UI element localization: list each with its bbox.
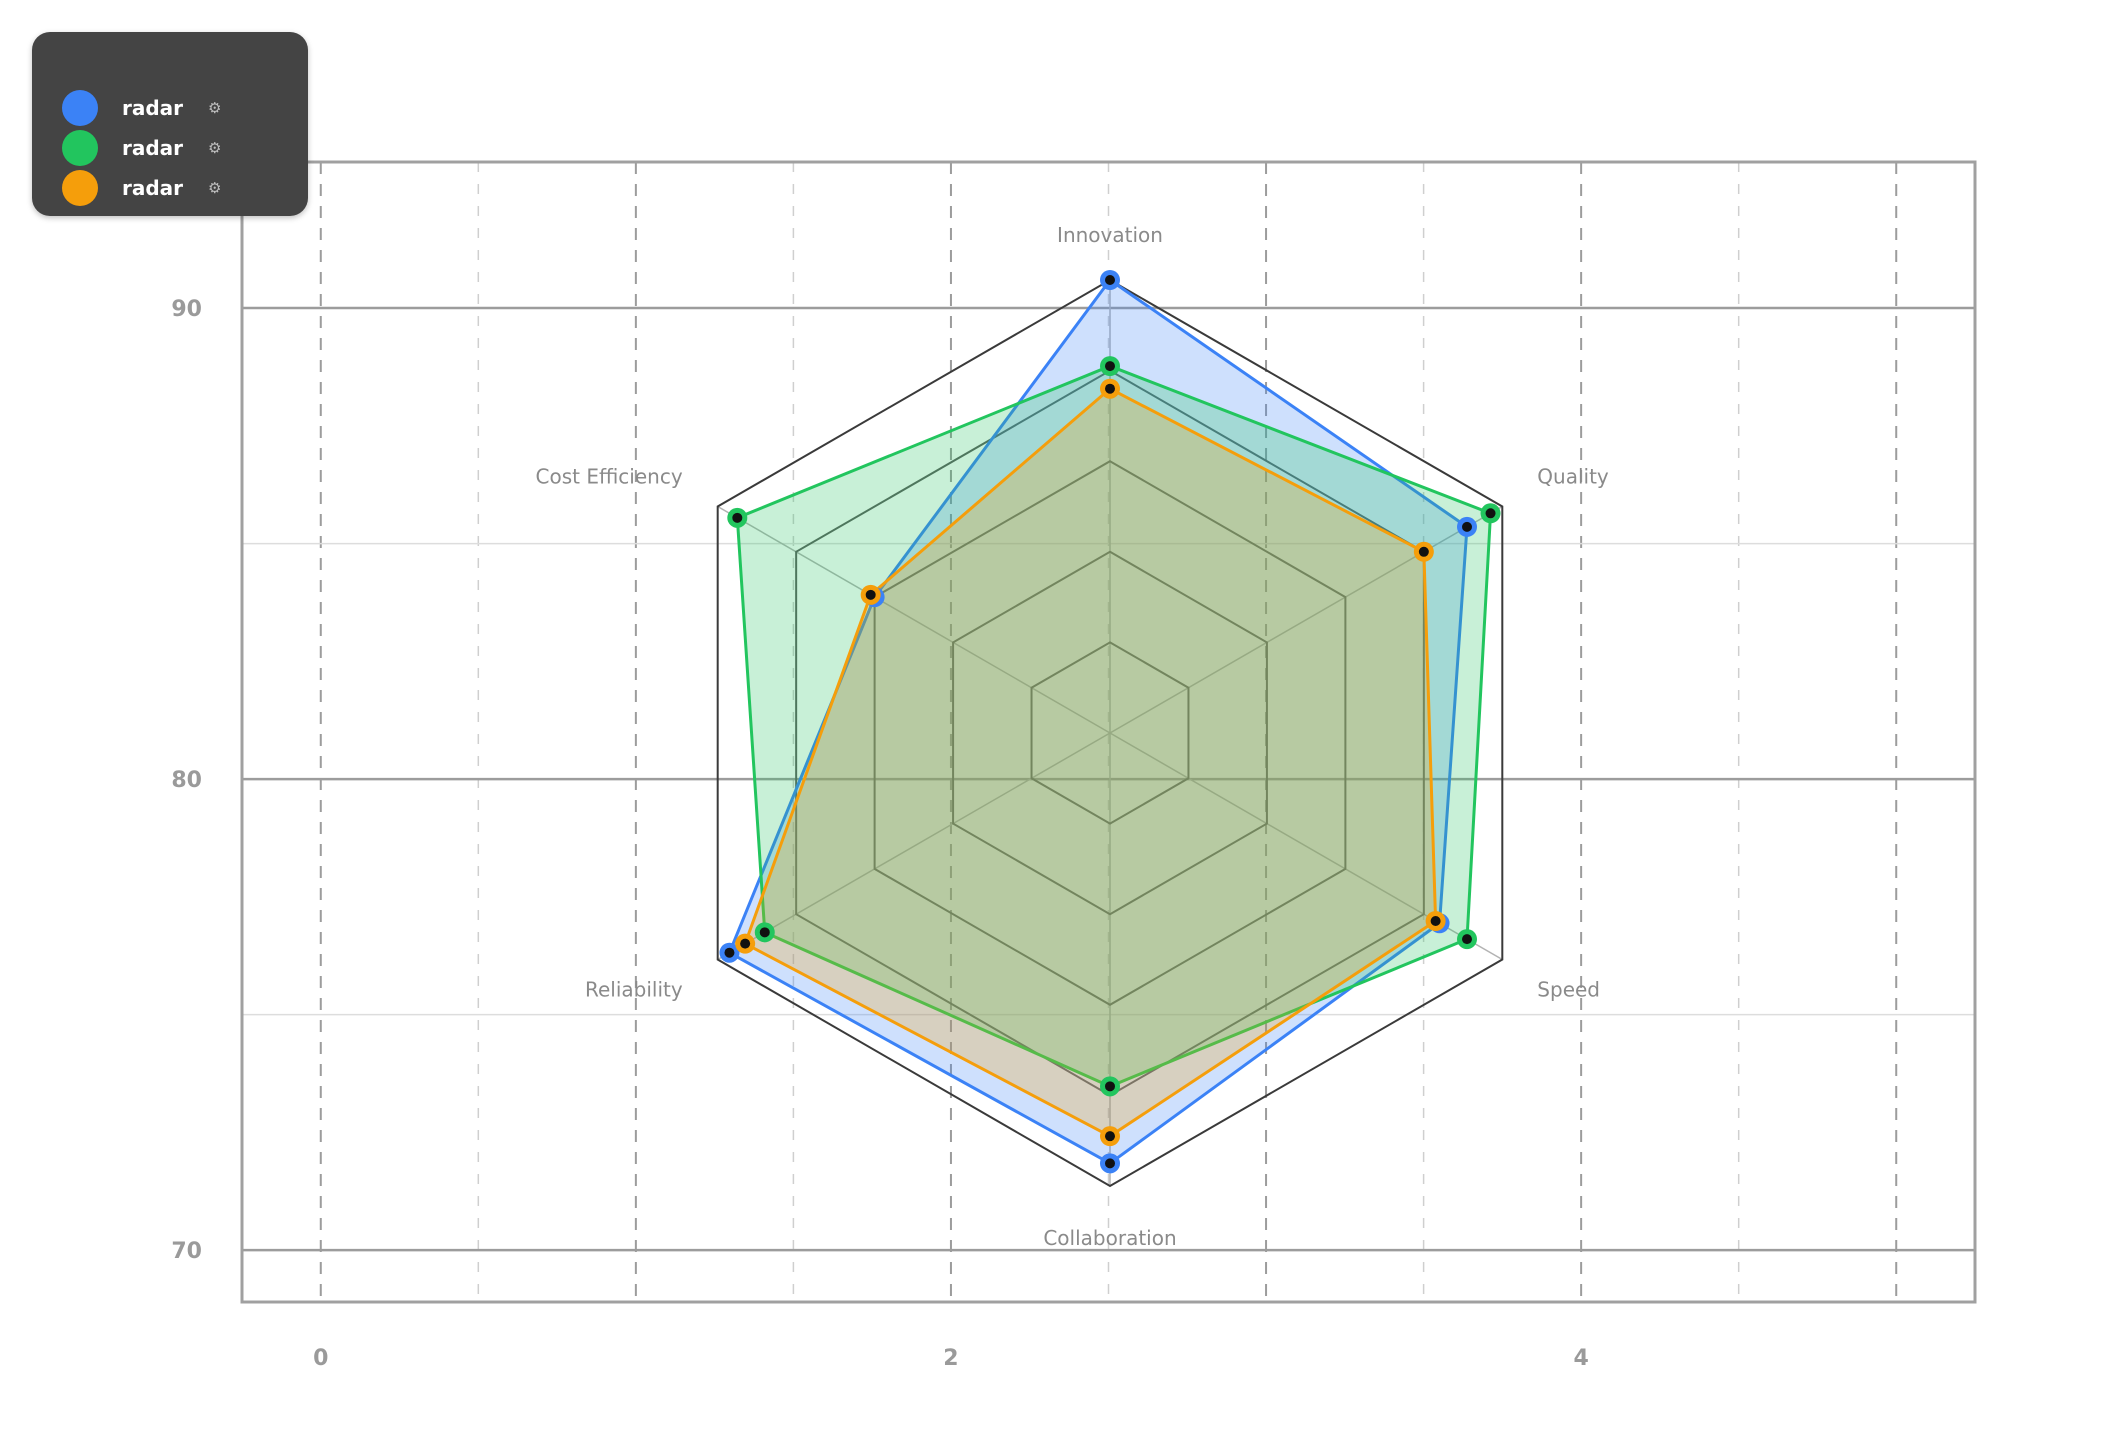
data-point-center bbox=[1485, 508, 1496, 519]
radar-axis-label: Quality bbox=[1537, 465, 1609, 489]
gear-icon[interactable]: ⚙ bbox=[208, 99, 222, 117]
radar-ring bbox=[1030, 641, 1190, 825]
y-tick-label: 70 bbox=[171, 1239, 202, 1264]
radar-axis-label: Cost Efficiency bbox=[536, 465, 683, 489]
legend-swatch bbox=[62, 90, 98, 126]
gear-icon[interactable]: ⚙ bbox=[208, 139, 222, 157]
legend: radar ⚙ radar ⚙ radar ⚙ bbox=[32, 32, 308, 216]
data-point-center bbox=[1430, 915, 1441, 926]
legend-label: radar bbox=[122, 176, 184, 200]
radar-ring bbox=[952, 550, 1268, 916]
legend-swatch bbox=[62, 130, 98, 166]
cartesian-grid bbox=[240, 160, 1977, 1304]
data-point-center bbox=[1105, 1158, 1115, 1169]
gear-icon[interactable]: ⚙ bbox=[208, 179, 222, 197]
radar-axis-label: Collaboration bbox=[1043, 1226, 1176, 1250]
y-tick-label: 90 bbox=[171, 297, 202, 322]
x-tick-label: 0 bbox=[313, 1346, 328, 1371]
radar-spoke bbox=[717, 505, 1111, 734]
tick-labels: 0 2 4 70 80 90 bbox=[171, 297, 1588, 1371]
data-point-center bbox=[732, 512, 743, 523]
legend-item[interactable]: radar ⚙ bbox=[62, 128, 221, 168]
data-point-center bbox=[724, 947, 735, 958]
data-point-center bbox=[1105, 1131, 1115, 1142]
legend-swatch bbox=[62, 170, 98, 206]
legend-item[interactable]: radar ⚙ bbox=[62, 88, 221, 128]
data-point-center bbox=[1105, 1081, 1115, 1092]
data-point-center bbox=[1105, 275, 1115, 285]
data-point-center bbox=[740, 938, 751, 949]
radar-axis-label: Speed bbox=[1537, 978, 1600, 1002]
data-point-center bbox=[1462, 934, 1473, 945]
data-point-center bbox=[1105, 383, 1115, 394]
legend-item[interactable]: radar ⚙ bbox=[62, 168, 221, 208]
radar-axis-labels: Innovation Quality Speed Collaboration Relia… bbox=[536, 223, 1609, 1250]
data-point-center bbox=[759, 927, 770, 938]
y-tick-label: 80 bbox=[171, 768, 202, 793]
radar-axis-label: Innovation bbox=[1057, 223, 1163, 247]
legend-label: radar bbox=[122, 136, 184, 160]
radar-axis-label: Reliability bbox=[585, 978, 683, 1002]
series-layer bbox=[719, 270, 1501, 1174]
radar-ring bbox=[716, 278, 1504, 1188]
data-point-center bbox=[865, 589, 876, 600]
x-tick-label: 2 bbox=[943, 1346, 958, 1371]
data-point-center bbox=[1462, 521, 1473, 532]
radar-spoke bbox=[1109, 505, 1503, 734]
data-point-center bbox=[1418, 546, 1429, 557]
data-point-center bbox=[1105, 361, 1115, 372]
legend-label: radar bbox=[122, 96, 184, 120]
plot-frame bbox=[240, 160, 1977, 1304]
x-tick-label: 4 bbox=[1573, 1346, 1588, 1371]
radar-spoke bbox=[717, 732, 1111, 961]
